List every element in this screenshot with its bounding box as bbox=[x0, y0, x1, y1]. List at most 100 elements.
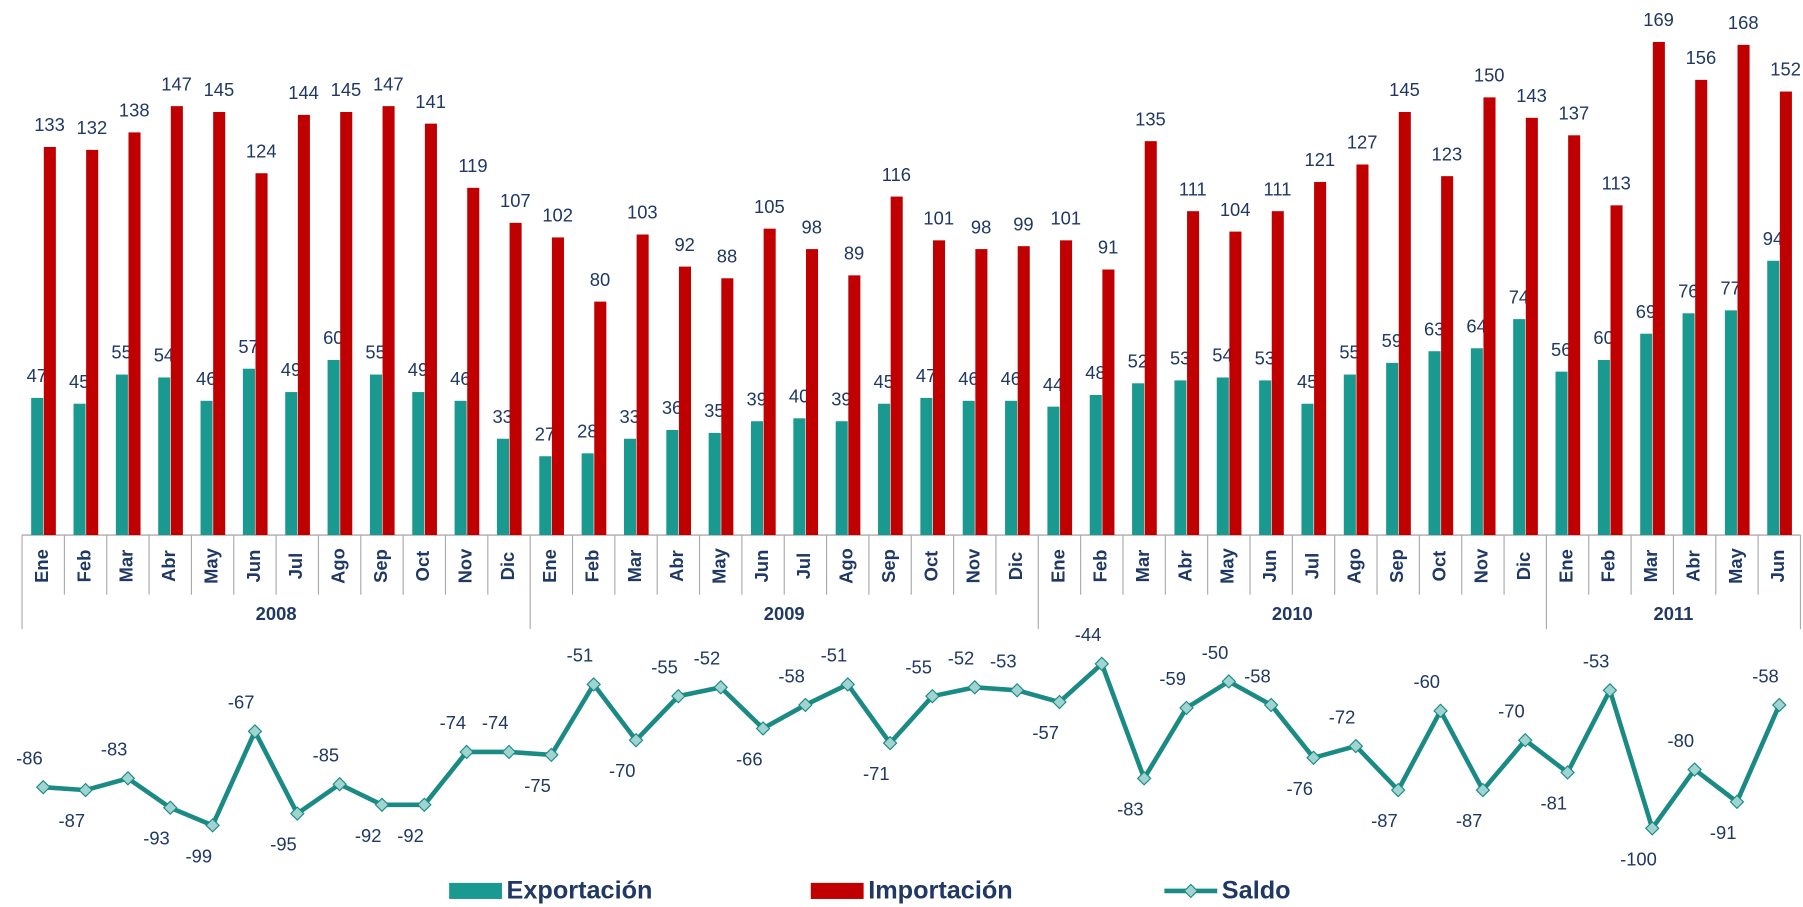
value-label: -87 bbox=[1371, 810, 1398, 831]
value-label: 63 bbox=[1424, 318, 1444, 339]
bar bbox=[1398, 111, 1411, 536]
marker bbox=[1644, 820, 1660, 836]
x-tick-label: Mar bbox=[1640, 550, 1661, 583]
bar bbox=[721, 278, 734, 536]
value-label: 101 bbox=[1050, 208, 1081, 229]
bar bbox=[933, 240, 946, 536]
value-label: 169 bbox=[1643, 9, 1674, 30]
value-label: -50 bbox=[1202, 642, 1229, 663]
value-label: 98 bbox=[802, 216, 822, 237]
bar bbox=[805, 249, 819, 536]
value-label: -58 bbox=[778, 665, 805, 686]
x-tick-label: Ago bbox=[327, 548, 348, 584]
bar bbox=[1144, 141, 1157, 536]
value-label: 39 bbox=[831, 388, 851, 409]
x-tick-label: May bbox=[200, 547, 221, 584]
bar bbox=[835, 421, 848, 536]
bar bbox=[454, 400, 467, 536]
bar bbox=[1047, 406, 1060, 536]
bar bbox=[509, 222, 522, 536]
year-label: 2009 bbox=[764, 603, 805, 624]
value-label: -51 bbox=[567, 645, 594, 666]
bar bbox=[539, 456, 552, 536]
value-label: 138 bbox=[119, 100, 150, 121]
x-tick-label: Mar bbox=[116, 550, 137, 583]
bar bbox=[975, 249, 988, 536]
bar bbox=[1483, 97, 1496, 536]
x-tick-label: Sep bbox=[878, 549, 899, 583]
bar bbox=[1724, 310, 1737, 536]
legend-label: Saldo bbox=[1222, 877, 1291, 905]
legend-label: Importación bbox=[868, 877, 1013, 905]
marker bbox=[35, 779, 51, 795]
marker bbox=[1052, 694, 1067, 710]
value-label: 127 bbox=[1347, 132, 1378, 153]
value-label: -67 bbox=[228, 692, 255, 713]
value-label: 49 bbox=[281, 359, 301, 380]
bar bbox=[1343, 374, 1356, 536]
bar bbox=[890, 196, 903, 536]
marker bbox=[1221, 674, 1237, 689]
value-label: 46 bbox=[1001, 368, 1021, 389]
x-tick-label: May bbox=[709, 547, 730, 584]
x-tick-label: Feb bbox=[582, 550, 603, 583]
bar bbox=[327, 359, 340, 536]
value-label: -57 bbox=[1032, 722, 1059, 743]
bar bbox=[581, 453, 594, 536]
marker bbox=[205, 818, 220, 833]
marker bbox=[1771, 697, 1787, 713]
value-label: 52 bbox=[1128, 350, 1148, 371]
value-label: -92 bbox=[397, 825, 424, 846]
value-label: -59 bbox=[1159, 668, 1186, 689]
value-label: 59 bbox=[1382, 330, 1402, 351]
marker bbox=[417, 797, 432, 813]
value-label: -100 bbox=[1620, 848, 1657, 869]
bar bbox=[467, 187, 480, 536]
bar bbox=[1102, 269, 1115, 536]
bar bbox=[1428, 351, 1441, 536]
value-label: -44 bbox=[1075, 624, 1102, 645]
value-label: -52 bbox=[694, 648, 721, 669]
x-tick-label: Nov bbox=[455, 548, 476, 583]
value-label: 137 bbox=[1559, 102, 1590, 123]
value-label: 46 bbox=[196, 368, 216, 389]
value-label: 144 bbox=[288, 82, 319, 103]
bar bbox=[763, 228, 776, 536]
legend-swatch bbox=[810, 882, 864, 899]
bar bbox=[1610, 205, 1623, 536]
value-label: -87 bbox=[59, 810, 86, 831]
bar bbox=[920, 397, 933, 536]
value-label: 92 bbox=[674, 234, 694, 255]
bar bbox=[1513, 319, 1526, 536]
x-tick-label: Dic bbox=[1513, 552, 1534, 581]
bar bbox=[242, 368, 255, 536]
bar bbox=[1470, 348, 1483, 536]
value-label: 145 bbox=[204, 79, 235, 100]
value-label: -85 bbox=[313, 745, 340, 766]
value-label: -93 bbox=[143, 828, 170, 849]
marker bbox=[289, 806, 305, 821]
bar bbox=[200, 400, 213, 536]
marker bbox=[247, 724, 263, 739]
value-label: 152 bbox=[1770, 59, 1801, 80]
marker bbox=[882, 735, 898, 751]
bar bbox=[666, 429, 679, 536]
value-label: -66 bbox=[736, 748, 763, 769]
x-tick-label: Abr bbox=[1174, 550, 1195, 582]
bar bbox=[31, 397, 44, 536]
marker bbox=[374, 797, 390, 813]
bar bbox=[86, 149, 99, 536]
value-label: -58 bbox=[1244, 665, 1271, 686]
x-tick-label: Jul bbox=[285, 553, 306, 580]
value-label: 47 bbox=[916, 365, 936, 386]
bar bbox=[340, 111, 353, 536]
marker bbox=[1729, 794, 1745, 810]
year-label: 2008 bbox=[256, 603, 297, 624]
value-label: 49 bbox=[408, 359, 428, 380]
x-tick-label: Ago bbox=[1344, 548, 1365, 584]
bar bbox=[1652, 41, 1665, 536]
bar bbox=[1132, 383, 1145, 536]
value-label: 105 bbox=[754, 196, 785, 217]
bar bbox=[1737, 44, 1750, 536]
marker bbox=[1179, 700, 1194, 716]
